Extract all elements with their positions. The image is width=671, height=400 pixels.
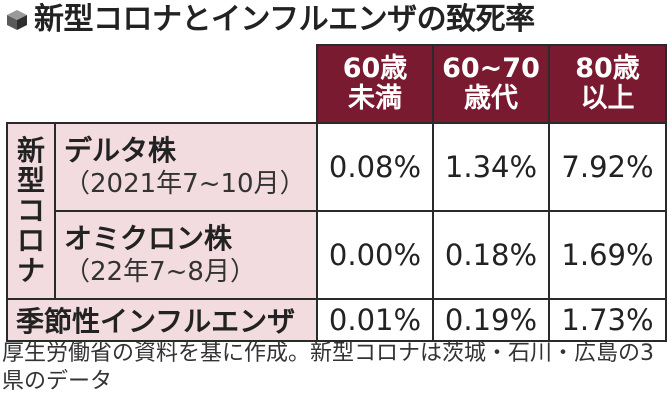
cube-icon bbox=[7, 10, 27, 30]
fatality-rate-table: 60歳 未満 60~70 歳代 80歳 以上 新 型 コ ロ ナ デルタ株 （2021… bbox=[6, 44, 667, 342]
column-header: 80歳 以上 bbox=[548, 44, 667, 124]
header-row: 60歳 未満 60~70 歳代 80歳 以上 bbox=[7, 44, 667, 124]
table-row: 新 型 コ ロ ナ デルタ株 （2021年7~10月） 0.08% 1.34% … bbox=[6, 122, 667, 300]
value-cell: 0.19% bbox=[432, 298, 550, 342]
column-header: 60歳 未満 bbox=[316, 44, 434, 124]
corner-cell bbox=[7, 45, 318, 124]
value-cell: 1.34% bbox=[432, 122, 550, 212]
value-cell: 7.92% bbox=[548, 122, 667, 212]
value-cell: 1.73% bbox=[548, 298, 667, 342]
source-note: 厚生労働省の資料を基に作成。新型コロナは茨城・石川・広島の3県のデータ bbox=[2, 341, 654, 394]
value-cell: 0.01% bbox=[316, 298, 434, 342]
value-cell: 0.00% bbox=[316, 210, 434, 300]
row-label: デルタ株 （2021年7~10月） bbox=[54, 122, 318, 212]
table-row: オミクロン株 （22年7~8月） 0.00% 0.18% 1.69% bbox=[7, 210, 667, 300]
row-label: オミクロン株 （22年7~8月） bbox=[54, 210, 318, 300]
page-title-bar: 新型コロナとインフルエンザの致死率 bbox=[0, 0, 671, 40]
row-label-flu: 季節性インフルエンザ bbox=[6, 298, 318, 342]
section-label-corona: 新 型 コ ロ ナ bbox=[6, 122, 56, 300]
value-cell: 0.08% bbox=[316, 122, 434, 212]
table-row: 季節性インフルエンザ 0.01% 0.19% 1.73% bbox=[6, 298, 667, 342]
column-header: 60~70 歳代 bbox=[432, 44, 550, 124]
value-cell: 0.18% bbox=[432, 210, 550, 300]
value-cell: 1.69% bbox=[548, 210, 667, 300]
page-title: 新型コロナとインフルエンザの致死率 bbox=[34, 2, 535, 37]
